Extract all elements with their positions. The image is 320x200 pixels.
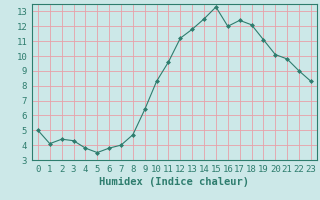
X-axis label: Humidex (Indice chaleur): Humidex (Indice chaleur) (100, 177, 249, 187)
